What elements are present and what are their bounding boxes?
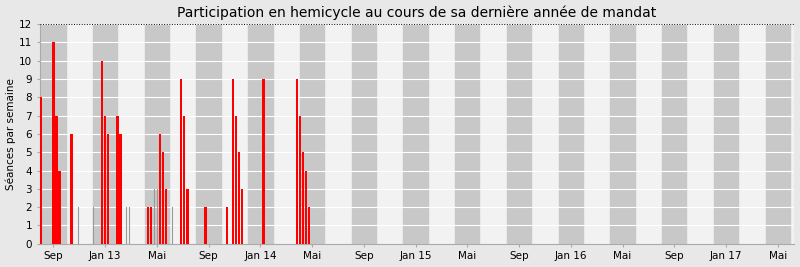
Bar <box>93 24 118 244</box>
Bar <box>300 24 324 244</box>
Bar <box>403 24 428 244</box>
Y-axis label: Séances par semaine: Séances par semaine <box>6 78 16 190</box>
Bar <box>455 24 479 244</box>
Bar <box>42 24 66 244</box>
Bar <box>197 24 221 244</box>
Bar <box>662 24 686 244</box>
Bar <box>558 24 583 244</box>
Bar <box>610 24 634 244</box>
Title: Participation en hemicycle au cours de sa dernière année de mandat: Participation en hemicycle au cours de s… <box>178 6 657 20</box>
Bar <box>145 24 169 244</box>
Bar <box>352 24 376 244</box>
Bar <box>766 24 790 244</box>
Bar <box>714 24 738 244</box>
Bar <box>248 24 273 244</box>
Bar <box>507 24 531 244</box>
